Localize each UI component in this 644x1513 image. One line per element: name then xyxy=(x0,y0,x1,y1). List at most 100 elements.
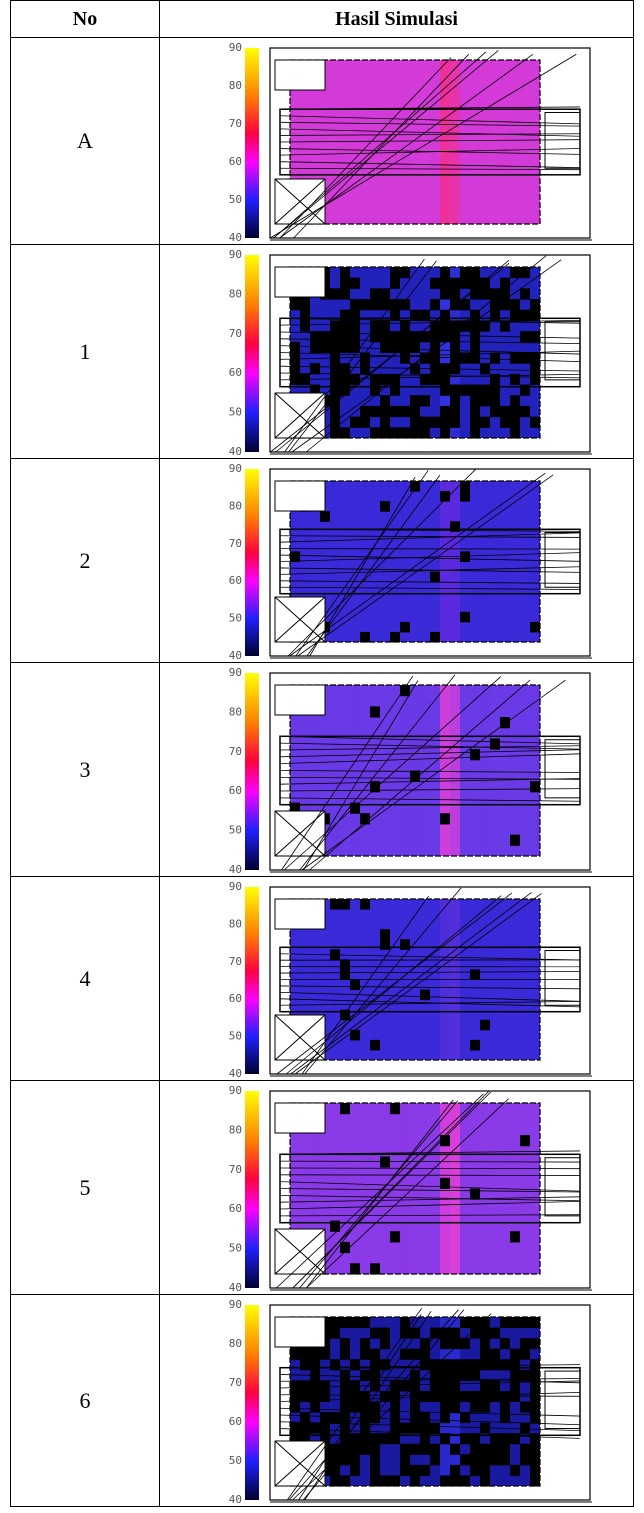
heat-cell xyxy=(360,1443,370,1455)
heat-cell xyxy=(330,1327,340,1339)
heat-cell xyxy=(380,405,390,418)
heat-cell xyxy=(390,309,400,321)
heat-cell xyxy=(470,395,480,407)
structure-line xyxy=(279,532,581,543)
right-room xyxy=(544,1370,581,1430)
heat-column xyxy=(340,685,350,856)
colorbar-tick-label: 70 xyxy=(229,1376,242,1389)
heat-cell xyxy=(310,384,320,396)
heat-column xyxy=(470,481,480,642)
heat-cell xyxy=(330,384,340,396)
colorbar-tick-label: 50 xyxy=(229,1454,242,1467)
heat-cell xyxy=(460,551,470,562)
heat-cell xyxy=(340,1317,350,1329)
row-label: 3 xyxy=(10,662,160,877)
heat-cell xyxy=(430,277,440,289)
heat-cell xyxy=(500,288,510,300)
right-room xyxy=(544,950,581,1006)
heat-cell xyxy=(500,1401,510,1413)
heat-cell xyxy=(490,309,500,321)
heat-cell xyxy=(480,1380,490,1392)
heat-cell xyxy=(440,405,450,418)
heat-column xyxy=(350,685,360,856)
heat-cell xyxy=(460,1454,470,1466)
heat-cell xyxy=(510,427,520,439)
heat-column xyxy=(480,60,490,224)
heat-cell xyxy=(320,1390,330,1402)
heat-cell xyxy=(470,341,480,353)
heat-column xyxy=(370,685,380,856)
outer-frame xyxy=(269,1304,591,1501)
heat-cell xyxy=(350,320,360,332)
heat-cell xyxy=(370,331,380,343)
heat-cell xyxy=(520,1422,530,1434)
heat-cell xyxy=(320,331,330,343)
structure-line xyxy=(279,106,581,110)
heat-cell xyxy=(450,288,460,300)
colorbar-tick-label: 70 xyxy=(229,1163,242,1176)
heat-column xyxy=(520,481,530,642)
result-table: No Hasil Simulasi A 90 80 70 60 50 40 1 90 80 70… xyxy=(10,0,634,1507)
roof-line xyxy=(293,54,469,239)
roof-line xyxy=(299,674,456,871)
colorbar-tick-label: 60 xyxy=(229,784,242,797)
heat-cell xyxy=(510,1317,520,1329)
heat-cell xyxy=(450,1359,460,1371)
heat-cell xyxy=(480,1348,490,1360)
heat-column xyxy=(520,60,530,224)
heat-cell xyxy=(370,1433,380,1445)
roof-line xyxy=(301,679,566,871)
heat-cell xyxy=(430,1422,440,1434)
heat-cell xyxy=(460,1338,470,1350)
colorbar-tick-label: 80 xyxy=(229,917,242,930)
heat-cell xyxy=(380,299,390,311)
heat-cell xyxy=(430,352,440,364)
heat-cell xyxy=(460,267,470,279)
roof-line xyxy=(289,472,546,657)
heat-cell xyxy=(410,1475,420,1487)
right-room xyxy=(544,739,581,799)
heat-cell xyxy=(480,1019,490,1031)
heat-column xyxy=(500,267,510,438)
heat-cell xyxy=(520,1348,530,1360)
heat-cell xyxy=(510,373,520,386)
heat-cell xyxy=(470,331,480,343)
heat-column xyxy=(420,60,430,224)
heat-cell xyxy=(470,277,480,289)
heat-column xyxy=(320,1103,330,1274)
heat-cell xyxy=(360,416,370,428)
heat-cell xyxy=(350,373,360,386)
heat-cell xyxy=(330,1475,340,1487)
heat-cell xyxy=(360,405,370,418)
heat-column xyxy=(450,60,460,224)
heat-column xyxy=(390,685,400,856)
heat-cell xyxy=(330,405,340,418)
heat-cell xyxy=(330,1412,340,1424)
heat-cell xyxy=(430,341,440,353)
heat-cell xyxy=(460,384,470,396)
heat-cell xyxy=(450,405,460,418)
heat-column xyxy=(430,1103,440,1274)
structure-line xyxy=(279,991,581,1002)
colorbar-tick-label: 80 xyxy=(229,79,242,92)
heat-column xyxy=(300,481,310,642)
heat-column xyxy=(460,685,470,856)
heat-column xyxy=(510,1103,520,1274)
heat-cell xyxy=(290,299,300,311)
heat-cell xyxy=(510,267,520,279)
heat-cell xyxy=(430,299,440,311)
heat-cell xyxy=(410,1401,420,1413)
heat-cell xyxy=(490,352,500,364)
simulation-cell: 90 80 70 60 50 40 xyxy=(159,1294,634,1507)
structure-line xyxy=(274,1014,326,1061)
heat-cell xyxy=(480,363,490,375)
colorbar-tick-label: 50 xyxy=(229,193,242,206)
structure-line xyxy=(279,535,581,538)
heat-cell xyxy=(410,1422,420,1434)
heat-cell xyxy=(520,1401,530,1413)
structure-line xyxy=(279,788,581,792)
heat-cell xyxy=(470,1327,480,1339)
structure-line xyxy=(279,331,581,339)
roof-line xyxy=(284,258,425,453)
colorbar-tick-label: 90 xyxy=(229,666,242,679)
